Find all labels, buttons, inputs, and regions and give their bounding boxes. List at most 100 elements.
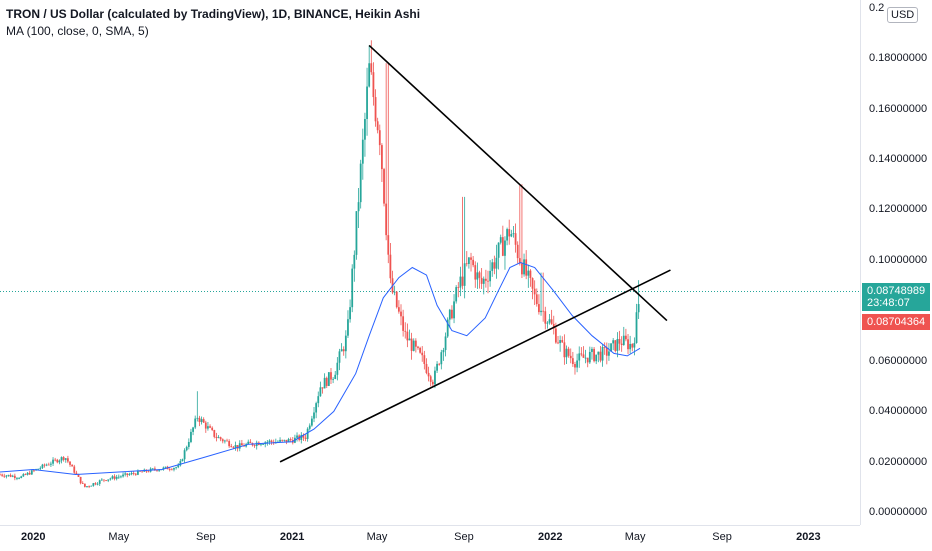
candle-body bbox=[552, 323, 555, 329]
symbol-title[interactable]: TRON / US Dollar (calculated by TradingV… bbox=[6, 7, 421, 21]
candle-body bbox=[542, 310, 545, 312]
candle-body bbox=[387, 235, 390, 255]
ma-indicator-label[interactable]: MA (100, close, 0, SMA, 5) bbox=[6, 24, 149, 38]
price-tick-label: 0.02000000 bbox=[869, 455, 928, 468]
candle-body bbox=[211, 427, 214, 430]
last-price-value: 0.08748989 bbox=[867, 284, 926, 297]
candle-body bbox=[209, 426, 211, 428]
trendline-lower bbox=[279, 269, 671, 463]
candle-body bbox=[226, 440, 228, 442]
candle-body bbox=[181, 459, 184, 462]
candle-body bbox=[499, 237, 502, 243]
candle-body bbox=[599, 351, 602, 361]
candle-body bbox=[440, 352, 443, 365]
candle-body bbox=[141, 471, 144, 473]
candle-body bbox=[323, 377, 326, 389]
candle-body bbox=[455, 287, 458, 302]
candle-body bbox=[463, 263, 466, 286]
candle-body bbox=[81, 483, 84, 484]
ma-value-badge: 0.08704364 bbox=[862, 313, 930, 330]
candle-body bbox=[406, 331, 409, 341]
candle-body bbox=[586, 357, 589, 363]
candle-body bbox=[313, 412, 315, 419]
time-tick-label: 2022 bbox=[537, 531, 563, 543]
candle-body bbox=[349, 307, 351, 320]
candle-body bbox=[52, 459, 54, 464]
candle-body bbox=[446, 319, 449, 337]
candle-body bbox=[588, 351, 591, 363]
candle-body bbox=[253, 445, 256, 447]
candle-body bbox=[13, 475, 16, 478]
candle-body bbox=[557, 342, 559, 344]
last-price-badge: 0.08748989 23:48:07 bbox=[862, 282, 930, 311]
candle-body bbox=[465, 263, 468, 265]
candle-body bbox=[453, 301, 455, 319]
candle-body bbox=[137, 470, 139, 475]
candle-body bbox=[153, 468, 156, 470]
candle-body bbox=[385, 203, 388, 236]
candle-body bbox=[103, 479, 105, 481]
candle-body bbox=[20, 476, 23, 478]
candle-body bbox=[635, 312, 638, 343]
candle-body bbox=[134, 473, 137, 475]
candle-body bbox=[230, 446, 233, 448]
candle-body bbox=[431, 381, 434, 385]
candle-body bbox=[296, 435, 298, 438]
candle-body bbox=[330, 372, 332, 380]
chart-legend: TRON / US Dollar (calculated by TradingV… bbox=[6, 6, 420, 40]
candle-body bbox=[124, 473, 127, 475]
candle-body bbox=[429, 376, 432, 382]
candle-body bbox=[98, 480, 101, 484]
candle-body bbox=[538, 304, 540, 313]
candle-body bbox=[620, 343, 623, 345]
candle-body bbox=[336, 362, 339, 375]
candle-body bbox=[315, 403, 318, 413]
candle-body bbox=[9, 474, 12, 477]
candle-body bbox=[24, 474, 27, 475]
price-tick-label: 0.00000000 bbox=[869, 506, 928, 519]
candle-body bbox=[224, 440, 226, 442]
candle-body bbox=[372, 72, 375, 98]
candle-body bbox=[43, 464, 46, 466]
candle-body bbox=[234, 445, 237, 448]
candle-body bbox=[427, 372, 430, 377]
candle-body bbox=[215, 436, 218, 439]
candle-body bbox=[232, 447, 235, 448]
time-tick-label: May bbox=[108, 531, 130, 543]
candle-body bbox=[421, 352, 424, 356]
time-axis[interactable]: 2020 May Sep 2021 May Sep 2022 May Sep 2023 bbox=[0, 525, 860, 551]
price-axis[interactable]: 0.2 0.18000000 0.16000000 0.14000000 0.12000… bbox=[860, 0, 932, 525]
candle-body bbox=[622, 335, 625, 345]
candle-body bbox=[574, 364, 576, 368]
time-tick-label: Sep bbox=[454, 531, 474, 543]
time-tick-label: May bbox=[366, 531, 388, 543]
candle-body bbox=[173, 468, 175, 470]
candle-body bbox=[73, 466, 76, 473]
candle-body bbox=[472, 259, 475, 266]
candle-body bbox=[207, 426, 209, 429]
candle-body bbox=[603, 346, 606, 348]
candle-body bbox=[625, 335, 627, 340]
currency-button[interactable]: USD bbox=[887, 7, 919, 23]
trendline-upper bbox=[368, 44, 668, 322]
candle-body bbox=[219, 437, 222, 440]
candle-body bbox=[249, 441, 252, 443]
candle-body bbox=[610, 343, 612, 352]
candle-body bbox=[629, 343, 632, 350]
candle-body bbox=[476, 272, 479, 280]
candle-body bbox=[423, 355, 426, 365]
candle-body bbox=[183, 450, 186, 460]
candle-body bbox=[279, 439, 281, 442]
candle-body bbox=[597, 351, 600, 355]
price-tick-label: 0.10000000 bbox=[869, 253, 928, 266]
time-tick-label: Sep bbox=[196, 531, 216, 543]
candle-body bbox=[487, 280, 489, 282]
candle-body bbox=[376, 121, 379, 131]
candle-body bbox=[482, 278, 485, 284]
candle-body bbox=[109, 478, 112, 480]
candle-body bbox=[69, 461, 71, 465]
candle-body bbox=[397, 307, 400, 312]
candle-body bbox=[1, 474, 4, 476]
candle-body bbox=[529, 270, 532, 279]
